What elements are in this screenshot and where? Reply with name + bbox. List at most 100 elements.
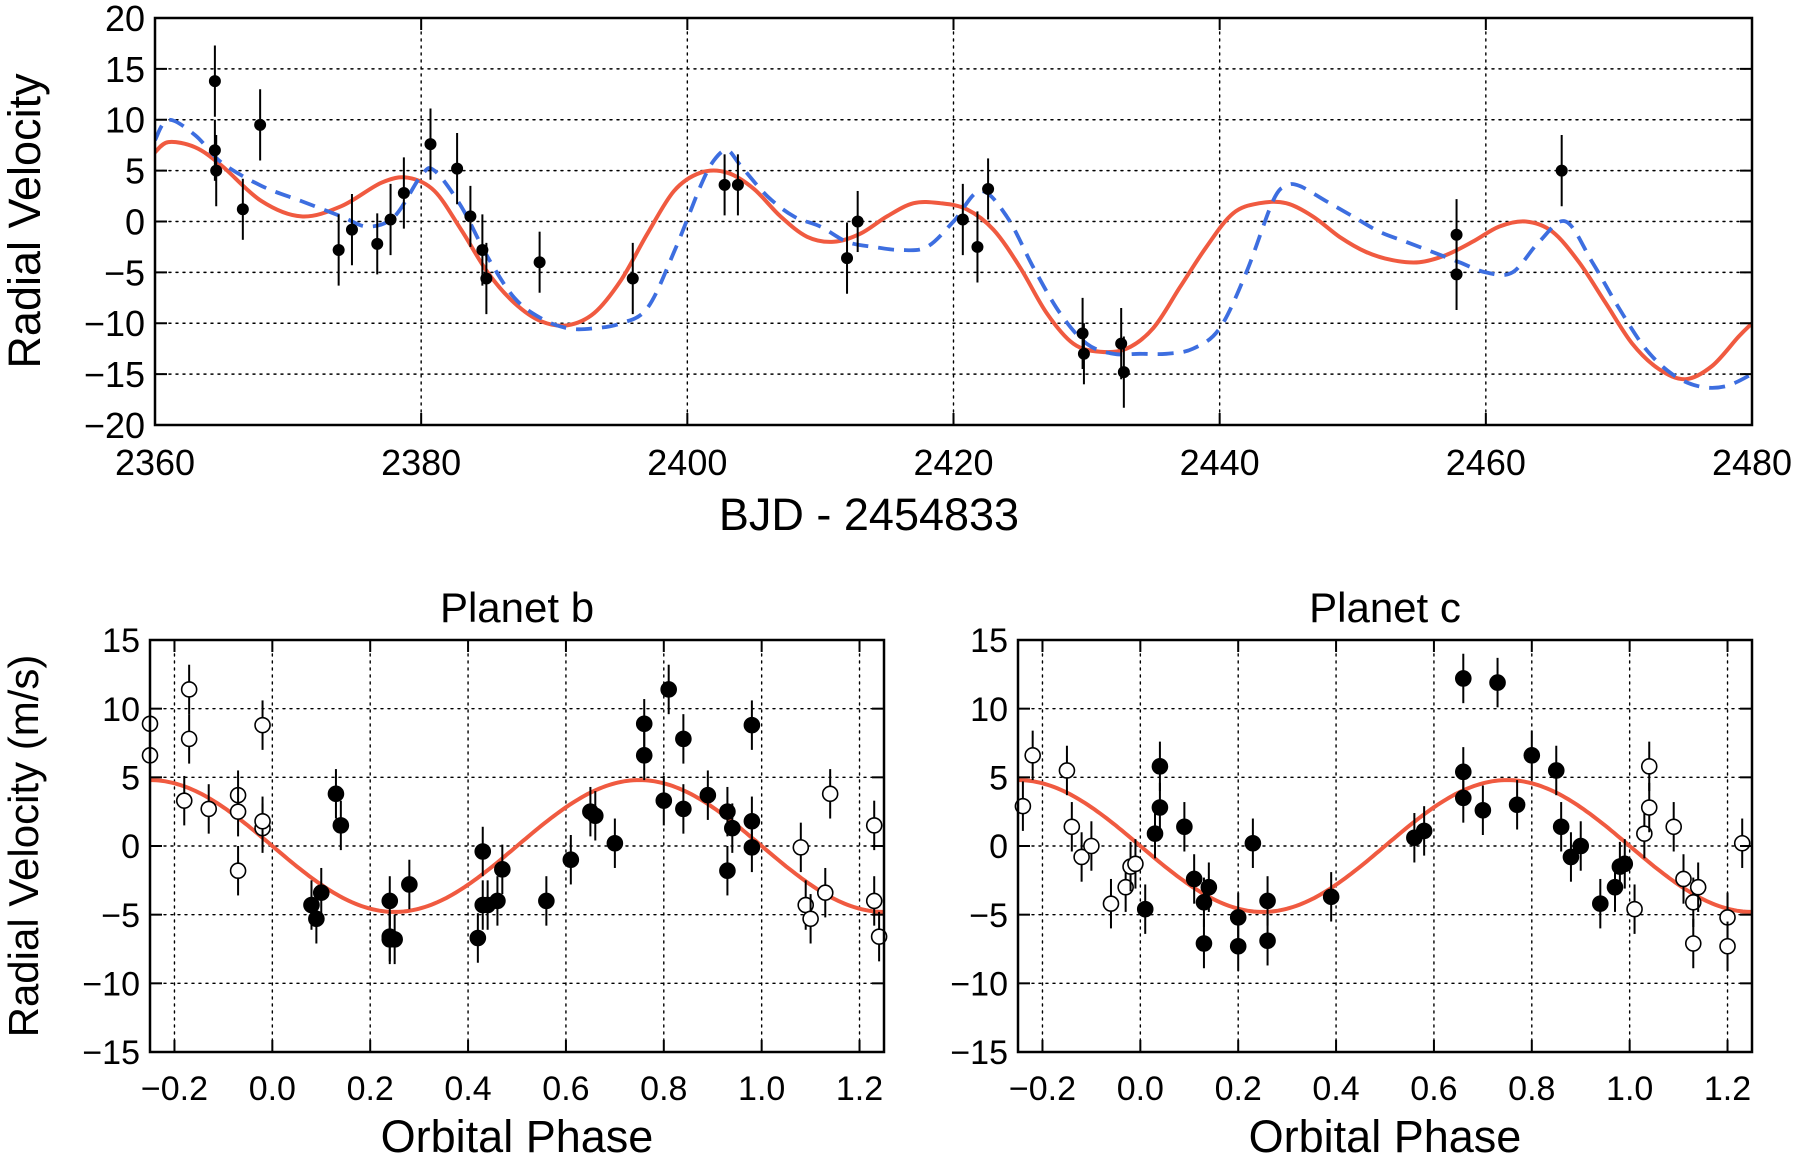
top-y-tick-label: −20 (84, 405, 145, 446)
b-open-data-point (802, 910, 819, 928)
c-data-point (1592, 895, 1609, 912)
c-y-tick-label: −15 (950, 1034, 1008, 1072)
top-data-point (464, 210, 477, 223)
top-fit-curves (155, 117, 1752, 390)
b-data-point (562, 851, 580, 869)
top-data-point (424, 138, 437, 151)
top-y-tick-label: −5 (104, 252, 145, 293)
c-data-point (1562, 848, 1580, 866)
top-data-point (371, 237, 384, 250)
c-open-data-point (1636, 825, 1653, 842)
c-data-point (1185, 870, 1203, 888)
b-data-point (386, 931, 403, 948)
b-open-data-point (229, 803, 247, 820)
b-data-point (586, 807, 604, 825)
b-x-tick-label: 1.0 (738, 1070, 785, 1108)
top-data-point (1450, 268, 1463, 281)
top-y-tick-label: −10 (84, 303, 145, 344)
top-grid (154, 17, 1753, 426)
b-data-point (675, 800, 692, 818)
top-data-point (956, 213, 969, 226)
planet-c-ticks: −0.2 0.0 0.2 0.4 0.6 0.8 1.0 1.2 −15 −10 −5 0 5 10 15 (950, 622, 1752, 1108)
top-solid-fit-line (155, 139, 1752, 382)
top-data-point (384, 213, 397, 226)
top-data-point (851, 215, 864, 228)
c-open-data-point (1719, 937, 1736, 955)
b-open-data-point (229, 862, 247, 880)
b-open-data-point (816, 884, 834, 901)
b-data-point (743, 716, 761, 734)
top-y-tick-label: 5 (125, 151, 145, 192)
c-data-point (1136, 900, 1154, 918)
b-x-tick-label: 0.2 (347, 1070, 394, 1108)
c-x-tick-label: 0.4 (1312, 1070, 1359, 1108)
c-sine-fit-line (1018, 778, 1752, 914)
c-data-point (1474, 801, 1492, 819)
b-y-tick-label: 15 (102, 622, 140, 660)
c-x-tick-label: 1.0 (1606, 1070, 1653, 1108)
c-open-data-point (1127, 855, 1144, 873)
top-data-point (397, 187, 410, 200)
b-data-point (401, 876, 418, 893)
c-y-tick-label: 0 (989, 828, 1008, 866)
planet-c-title: Planet c (1309, 584, 1461, 631)
c-data-point (1415, 822, 1433, 840)
b-y-tick-label: 5 (121, 760, 140, 798)
top-data-point (332, 243, 345, 256)
top-data-point (208, 75, 221, 88)
top-x-tick-label: 2360 (115, 442, 195, 483)
c-data-point (1195, 894, 1213, 911)
c-open-data-point (1083, 837, 1100, 855)
c-data-point (1151, 758, 1169, 775)
top-data-points (208, 45, 1568, 408)
top-y-axis-label: Radial Velocity (0, 73, 50, 369)
top-ticks: 2360 2380 2400 2420 2440 2460 2480 −20 −15 −10 −5 0… (84, 0, 1792, 483)
b-open-data-point (865, 892, 883, 910)
b-open-data-point (180, 681, 198, 698)
top-y-tick-label: 10 (105, 100, 145, 141)
top-y-tick-label: 0 (125, 201, 145, 242)
planet-b-ticks: −0.2 0.0 0.2 0.4 0.6 0.8 1.0 1.2 −15 −10 −5 0 5 10 15 (82, 622, 884, 1108)
c-open-data-point (1626, 900, 1643, 918)
c-y-tick-label: 5 (989, 760, 1008, 798)
top-data-point (345, 223, 358, 236)
top-data-point (533, 256, 546, 269)
c-open-data-point (1102, 895, 1120, 912)
top-y-tick-label: −15 (84, 354, 145, 395)
planet-b-y-axis-label: Radial Velocity (m/s) (0, 655, 47, 1038)
c-open-data-point (1640, 758, 1658, 775)
c-data-point (1508, 796, 1526, 814)
c-open-data-point (1684, 935, 1702, 952)
planet-c-fit-curve (1018, 778, 1752, 914)
b-data-point (743, 839, 761, 856)
b-sine-fit-line (150, 778, 884, 914)
planet-c-x-axis-label: Orbital Phase (1249, 1111, 1522, 1157)
c-y-tick-label: 15 (970, 622, 1008, 660)
b-y-tick-label: −15 (82, 1034, 140, 1072)
top-data-point (1555, 164, 1568, 177)
top-x-tick-label: 2420 (913, 442, 993, 483)
c-data-point (1454, 789, 1472, 807)
c-open-data-point (1689, 878, 1707, 896)
b-y-tick-label: −10 (82, 966, 140, 1004)
top-data-point (210, 164, 223, 177)
b-data-point (538, 892, 555, 910)
c-open-data-point (1058, 762, 1076, 779)
b-open-data-point (865, 817, 883, 834)
c-x-tick-label: 0.6 (1410, 1070, 1457, 1108)
c-x-tick-label: 0.2 (1215, 1070, 1262, 1108)
b-open-data-point (200, 800, 218, 818)
c-open-data-point (1073, 848, 1090, 866)
top-data-point (254, 118, 267, 131)
b-data-point (606, 834, 624, 852)
c-data-point (1489, 674, 1506, 691)
top-data-point (982, 182, 995, 195)
c-data-point (1523, 747, 1541, 764)
b-data-point (699, 786, 717, 804)
c-y-tick-label: 10 (970, 691, 1008, 729)
planet-b-fit-curve (150, 778, 884, 914)
planet-b-data-points (141, 664, 888, 965)
c-open-data-point (1640, 799, 1658, 816)
